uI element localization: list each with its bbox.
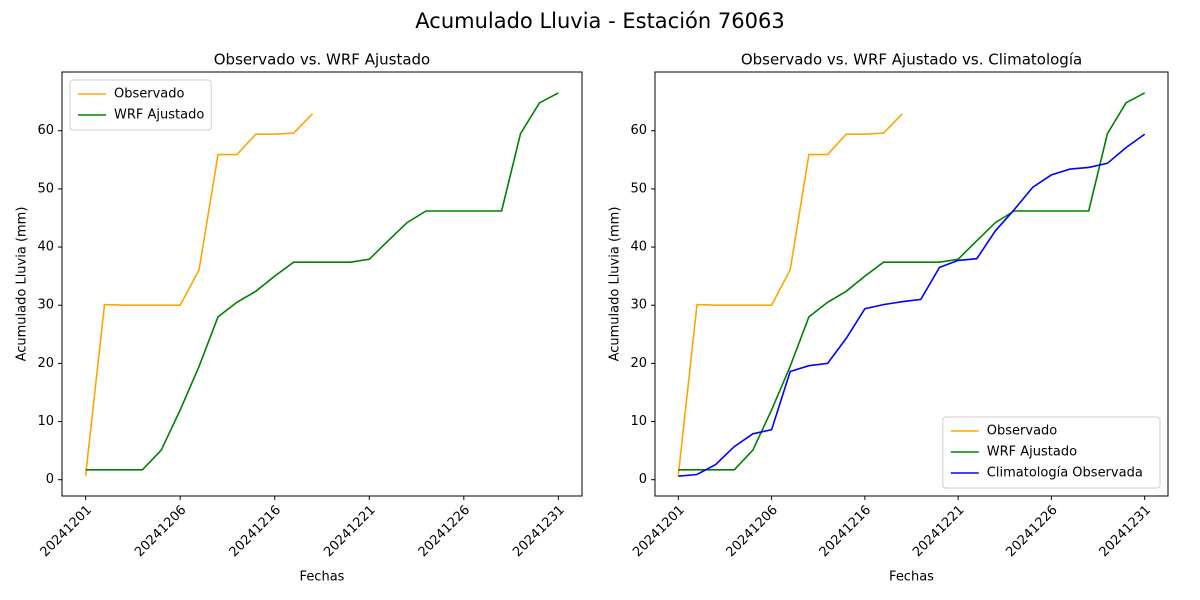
x-tick-label: 20241206 <box>723 503 780 560</box>
subplot: Observado vs. WRF Ajustado vs. Climatolo… <box>608 51 1169 585</box>
y-tick-label: 30 <box>37 298 54 313</box>
y-axis-label: Acumulado Lluvia (mm) <box>608 207 623 362</box>
legend-label: Observado <box>987 424 1058 439</box>
y-axis-label: Acumulado Lluvia (mm) <box>15 207 30 362</box>
y-tick-label: 40 <box>630 240 647 255</box>
y-tick-label: 0 <box>46 472 54 487</box>
x-axis-label: Fechas <box>300 570 345 585</box>
series-line <box>677 113 903 476</box>
series-line <box>84 113 314 476</box>
series-line <box>678 92 1146 471</box>
y-tick-label: 40 <box>37 240 54 255</box>
x-tick-label: 20241206 <box>132 503 189 560</box>
x-tick-label: 20241201 <box>38 503 95 560</box>
y-tick-label: 60 <box>630 123 647 138</box>
x-tick-label: 20241221 <box>910 503 967 560</box>
x-tick-label: 20241231 <box>510 503 567 560</box>
y-tick-label: 50 <box>630 181 647 196</box>
y-tick-label: 10 <box>37 414 54 429</box>
y-tick-label: 20 <box>630 356 647 371</box>
figure-title: Acumulado Lluvia - Estación 76063 <box>415 9 784 33</box>
subplot: Observado vs. WRF Ajustado Fechas Acumulad… <box>15 51 583 585</box>
x-tick-label: 20241221 <box>321 503 378 560</box>
series-line <box>85 92 559 471</box>
legend-label: WRF Ajustado <box>114 108 204 123</box>
x-axis-label: Fechas <box>889 570 934 585</box>
legend-label: Observado <box>114 87 185 102</box>
y-tick-label: 60 <box>37 123 54 138</box>
legend-label: Climatología Observada <box>987 466 1143 481</box>
x-tick-label: 20241231 <box>1097 503 1154 560</box>
x-tick-label: 20241226 <box>1003 503 1060 560</box>
legend-box <box>942 416 1161 489</box>
x-tick-label: 20241216 <box>817 503 874 560</box>
y-tick-label: 50 <box>37 181 54 196</box>
plot-frame <box>61 71 583 497</box>
y-tick-label: 30 <box>630 298 647 313</box>
y-tick-label: 0 <box>639 472 647 487</box>
y-tick-label: 10 <box>630 414 647 429</box>
y-tick-label: 20 <box>37 356 54 371</box>
x-tick-label: 20241201 <box>630 503 687 560</box>
subplot-title: Observado vs. WRF Ajustado <box>214 51 430 69</box>
plot-frame <box>654 71 1169 497</box>
legend-label: WRF Ajustado <box>987 445 1077 460</box>
series-line <box>678 133 1146 477</box>
x-tick-label: 20241226 <box>416 503 473 560</box>
x-tick-label: 20241216 <box>227 503 284 560</box>
subplot-title: Observado vs. WRF Ajustado vs. Climatolo… <box>741 51 1082 69</box>
legend-box <box>69 79 212 131</box>
